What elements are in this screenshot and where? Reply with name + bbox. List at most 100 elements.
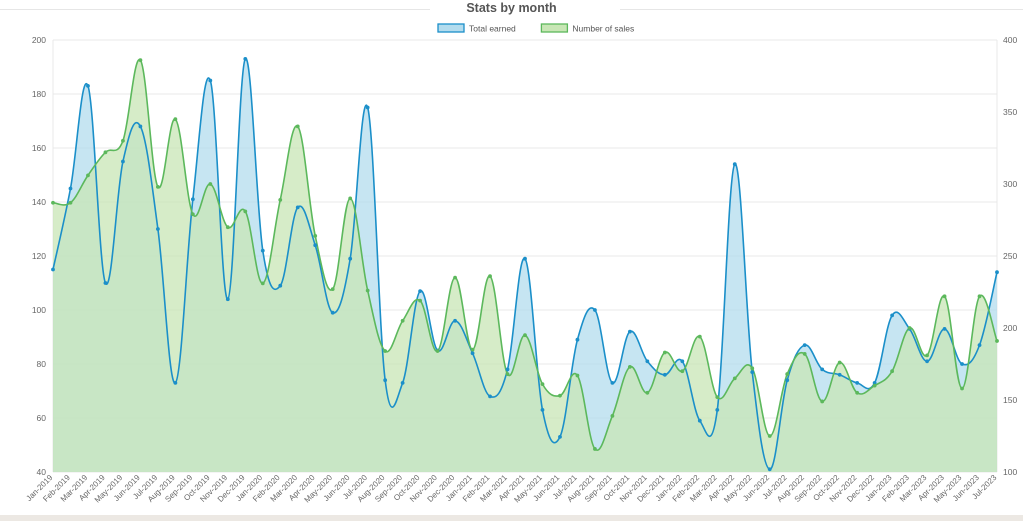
data-point[interactable]: [243, 57, 248, 61]
data-point[interactable]: [295, 205, 300, 210]
data-point[interactable]: [505, 372, 510, 376]
data-point[interactable]: [977, 294, 982, 299]
data-point[interactable]: [750, 366, 755, 371]
data-point[interactable]: [715, 395, 720, 400]
data-point[interactable]: [645, 390, 650, 395]
data-point[interactable]: [68, 200, 73, 205]
data-point[interactable]: [365, 105, 370, 110]
data-point[interactable]: [138, 124, 143, 129]
data-point[interactable]: [260, 281, 265, 286]
data-point[interactable]: [977, 343, 982, 347]
data-point[interactable]: [278, 197, 283, 202]
data-point[interactable]: [785, 378, 790, 383]
data-point[interactable]: [593, 447, 597, 451]
data-point[interactable]: [960, 386, 964, 391]
data-point[interactable]: [418, 289, 423, 293]
data-point[interactable]: [295, 124, 300, 129]
data-point[interactable]: [575, 373, 580, 378]
data-point[interactable]: [558, 393, 562, 398]
data-point[interactable]: [925, 353, 929, 358]
data-point[interactable]: [575, 337, 580, 342]
data-point[interactable]: [330, 310, 335, 315]
data-point[interactable]: [383, 349, 388, 353]
data-point[interactable]: [190, 212, 195, 217]
data-point[interactable]: [103, 281, 108, 285]
legend-swatch-number-of-sales[interactable]: [540, 23, 569, 33]
data-point[interactable]: [802, 352, 807, 356]
data-point[interactable]: [767, 434, 772, 438]
data-point[interactable]: [995, 270, 999, 275]
data-point[interactable]: [453, 318, 457, 323]
data-point[interactable]: [837, 372, 842, 377]
data-point[interactable]: [820, 367, 825, 372]
data-point[interactable]: [155, 227, 160, 231]
data-point[interactable]: [523, 333, 527, 338]
data-point[interactable]: [697, 334, 702, 339]
data-point[interactable]: [260, 248, 265, 253]
data-point[interactable]: [173, 117, 178, 122]
data-point[interactable]: [995, 339, 999, 343]
data-point[interactable]: [750, 370, 755, 374]
data-point[interactable]: [51, 267, 55, 272]
data-point[interactable]: [662, 372, 667, 377]
data-point[interactable]: [155, 184, 160, 189]
data-point[interactable]: [697, 418, 702, 423]
data-point[interactable]: [855, 390, 860, 395]
data-point[interactable]: [470, 351, 475, 356]
data-point[interactable]: [488, 274, 492, 279]
data-point[interactable]: [225, 297, 230, 302]
legend-swatch-total-earned[interactable]: [437, 23, 465, 33]
data-point[interactable]: [278, 283, 283, 288]
data-point[interactable]: [540, 382, 545, 387]
data-point[interactable]: [86, 173, 90, 178]
data-point[interactable]: [820, 399, 825, 404]
data-point[interactable]: [400, 381, 405, 385]
data-point[interactable]: [470, 347, 475, 352]
data-point[interactable]: [348, 196, 353, 201]
data-point[interactable]: [767, 467, 772, 472]
data-point[interactable]: [610, 381, 615, 385]
data-point[interactable]: [732, 376, 737, 381]
data-point[interactable]: [225, 225, 230, 230]
data-point[interactable]: [925, 359, 929, 364]
data-point[interactable]: [960, 362, 964, 366]
data-point[interactable]: [593, 308, 597, 312]
data-point[interactable]: [872, 383, 877, 388]
data-point[interactable]: [348, 256, 353, 261]
data-point[interactable]: [243, 209, 248, 214]
data-point[interactable]: [802, 343, 807, 347]
legend-label-number-of-sales[interactable]: Number of sales: [572, 24, 634, 34]
data-point[interactable]: [51, 200, 55, 205]
data-point[interactable]: [383, 378, 388, 383]
data-point[interactable]: [837, 360, 842, 365]
data-point[interactable]: [662, 350, 667, 355]
data-point[interactable]: [627, 329, 632, 334]
data-point[interactable]: [103, 150, 108, 155]
data-point[interactable]: [208, 78, 213, 83]
data-point[interactable]: [907, 326, 912, 330]
data-point[interactable]: [190, 197, 195, 202]
data-point[interactable]: [942, 294, 947, 299]
data-point[interactable]: [313, 243, 318, 248]
data-point[interactable]: [785, 372, 790, 376]
data-point[interactable]: [558, 435, 562, 439]
data-point[interactable]: [732, 162, 737, 167]
data-point[interactable]: [173, 381, 178, 385]
data-point[interactable]: [86, 84, 90, 88]
data-point[interactable]: [121, 159, 125, 164]
data-point[interactable]: [121, 138, 125, 143]
data-point[interactable]: [453, 275, 457, 280]
data-point[interactable]: [208, 182, 213, 186]
data-point[interactable]: [418, 298, 423, 303]
legend-label-total-earned[interactable]: Total earned: [469, 24, 516, 34]
data-point[interactable]: [645, 359, 650, 364]
data-point[interactable]: [68, 186, 73, 191]
data-point[interactable]: [330, 287, 335, 292]
data-point[interactable]: [855, 381, 860, 385]
data-point[interactable]: [890, 313, 895, 318]
data-point[interactable]: [365, 288, 370, 293]
data-point[interactable]: [313, 233, 318, 238]
data-point[interactable]: [872, 381, 877, 385]
data-point[interactable]: [890, 369, 895, 374]
data-point[interactable]: [715, 408, 720, 412]
